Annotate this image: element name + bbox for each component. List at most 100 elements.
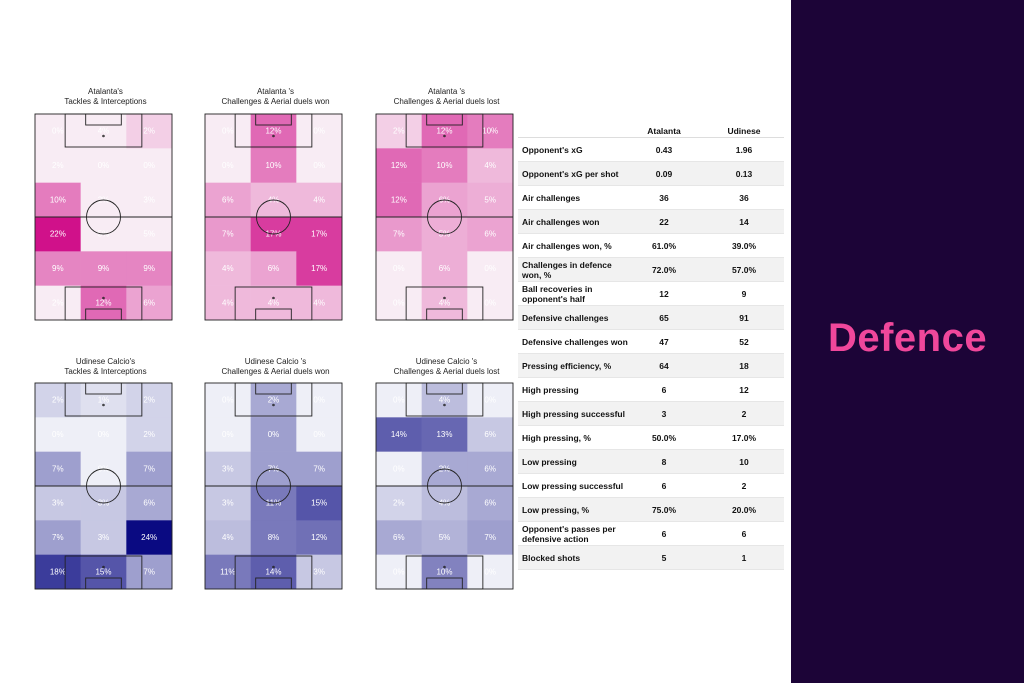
stats-value-udinese: 1.96: [735, 144, 753, 155]
heatmap-cell: [205, 554, 251, 590]
heatmap-cell-label: 2%: [393, 499, 405, 508]
heatmap-cell-label: 9%: [143, 264, 155, 273]
heatmap-cell: [376, 451, 422, 487]
heatmap-cell: [376, 251, 422, 286]
heatmap-cell-label: 15%: [311, 499, 327, 508]
stats-value-atalanta: 12: [659, 288, 669, 299]
pitch-title-line-1: Udinese Calcio's: [75, 357, 136, 366]
heatmap-cell-label: 2%: [52, 161, 64, 170]
stats-row: Blocked shots 5 1: [518, 546, 784, 570]
stats-value-udinese: 12: [739, 384, 749, 395]
heatmap-cell: [126, 217, 173, 252]
heatmap-cell-label: 4%: [439, 298, 451, 307]
stats-header: Atalanta Udinese: [518, 124, 784, 138]
heatmap-cell: [205, 451, 251, 487]
stats-row: High pressing, % 50.0% 17.0%: [518, 426, 784, 450]
heatmap-cell-label: 2%: [143, 396, 155, 405]
heatmap-cell: [126, 451, 173, 487]
heatmap-cell: [126, 114, 173, 149]
heatmap-cell: [35, 251, 81, 286]
heatmap-cell: [296, 486, 343, 521]
heatmap-cell-label: 14%: [391, 430, 407, 439]
stats-value-atalanta: 72.0%: [651, 264, 677, 275]
heatmap-cell-label: 5%: [439, 533, 451, 542]
pitch-line: [102, 296, 105, 300]
heatmap-cell: [250, 148, 297, 183]
heatmap-cell-label: 6%: [143, 499, 155, 508]
stats-label: Defensive challenges won: [522, 336, 628, 347]
stats-value-atalanta: 0.43: [655, 144, 673, 155]
stats-value-atalanta: 6: [661, 480, 667, 491]
stats-value-udinese: 2: [741, 480, 747, 491]
stats-value-atalanta: 61.0%: [651, 240, 677, 251]
stats-value-atalanta: 36: [659, 192, 669, 203]
heatmap-cell-label: 17%: [311, 230, 327, 239]
stats-value-udinese: 18: [739, 360, 749, 371]
heatmap-cell: [376, 217, 422, 252]
heatmap-cell-label: 12%: [391, 161, 407, 170]
heatmap-cell-label: 6%: [393, 533, 405, 542]
stats-row: Air challenges won 22 14: [518, 210, 784, 234]
stats-label: High pressing: [522, 384, 579, 395]
pitch-title-line-2: Challenges & Aerial duels won: [221, 367, 330, 376]
heatmap-cell: [205, 217, 251, 252]
heatmap-cell: [80, 520, 127, 555]
heatmap-cell: [205, 148, 251, 183]
heatmap-cell: [126, 486, 173, 521]
heatmap-cell-label: 6%: [484, 430, 496, 439]
stats-value-udinese: 14: [739, 216, 749, 227]
heatmap-cell-label: 10%: [436, 161, 452, 170]
heatmap-cell: [126, 285, 173, 321]
heatmap-cell-label: 2%: [52, 298, 64, 307]
heatmap-cell: [35, 486, 81, 521]
heatmap-cell-label: 0%: [393, 298, 405, 307]
stats-table: Atalanta Udinese Opponent's xG 0.43 1.96 Op…: [518, 124, 784, 570]
pitch-title-line-2: Tackles & Interceptions: [64, 367, 147, 376]
heatmap-cell: [126, 520, 173, 555]
stats-row: Challenges in defence won, % 72.0% 57.0%: [518, 258, 784, 282]
heatmap-cell-label: 4%: [268, 298, 280, 307]
stats-value-udinese: 0.13: [735, 168, 753, 179]
stats-row: Air challenges 36 36: [518, 186, 784, 210]
heatmap-cell: [467, 217, 514, 252]
heatmap-cell-label: 0%: [222, 127, 234, 136]
heatmap-cell: [467, 251, 514, 286]
heatmap-cell: [421, 251, 468, 286]
heatmap-cell-label: 4%: [222, 533, 234, 542]
stats-row: Defensive challenges won 47 52: [518, 330, 784, 354]
heatmap-cell: [35, 285, 81, 321]
heatmap-cell-label: 7%: [52, 464, 64, 473]
pitch-line: [85, 382, 122, 395]
stats-row: Pressing efficiency, % 64 18: [518, 354, 784, 378]
heatmap-cell: [35, 114, 81, 149]
stats-label: Opponent's xG: [522, 144, 583, 155]
heatmap-cell: [205, 285, 251, 321]
heatmap-cell: [80, 285, 127, 321]
heatmap-cell-label: 2%: [143, 430, 155, 439]
pitch-line: [102, 565, 105, 569]
header-atalanta: Atalanta: [647, 126, 681, 136]
heatmap-cell: [205, 417, 251, 452]
stats-value-udinese: 1: [741, 552, 747, 563]
pitch-line: [443, 134, 446, 138]
heatmap-cell-label: 11%: [220, 567, 235, 576]
pitch-line: [272, 403, 275, 407]
heatmap-cell: [296, 217, 343, 252]
heatmap-cell-label: 7%: [484, 533, 496, 542]
heatmap-cell-label: 4%: [222, 264, 234, 273]
heatmap-cell-label: 7%: [52, 533, 64, 542]
stats-row: Opponent's passes per defensive action 6 6: [518, 522, 784, 546]
heatmap-cell-label: 4%: [313, 298, 325, 307]
stats-value-atalanta: 3: [661, 408, 667, 419]
heatmap-cell: [80, 251, 127, 286]
sidebar-panel: Defence: [791, 0, 1024, 683]
heatmap-cell: [35, 520, 81, 555]
stats-label: Pressing efficiency, %: [522, 360, 612, 371]
heatmap-cell-label: 6%: [484, 230, 496, 239]
stats-row: Opponent's xG per shot 0.09 0.13: [518, 162, 784, 186]
heatmap-cell: [421, 417, 468, 452]
heatmap-cell: [250, 383, 297, 418]
heatmap-cell: [421, 383, 468, 418]
heatmap-cell-label: 6%: [484, 464, 496, 473]
stats-value-atalanta: 50.0%: [651, 432, 677, 443]
